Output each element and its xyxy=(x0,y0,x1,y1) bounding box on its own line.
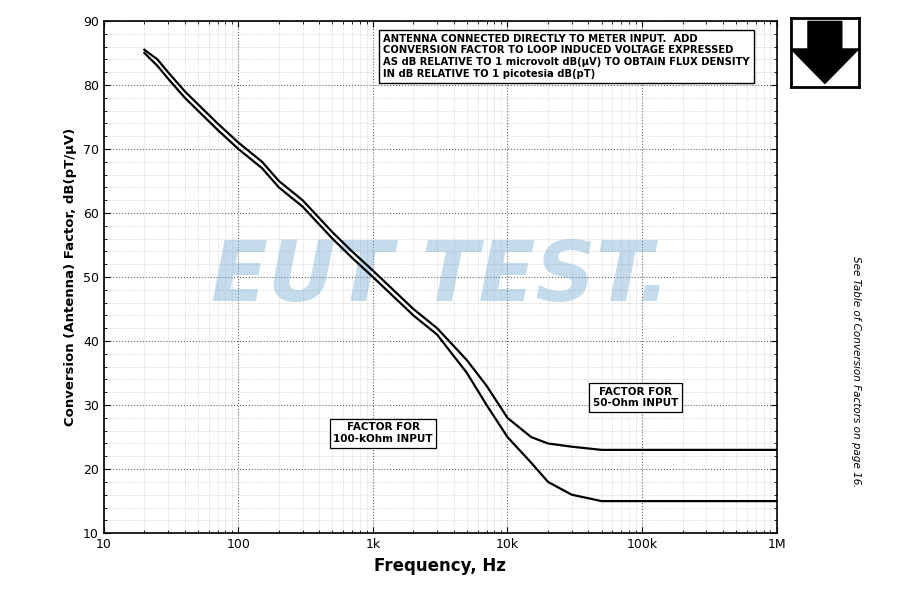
Text: FACTOR FOR
100-kOhm INPUT: FACTOR FOR 100-kOhm INPUT xyxy=(333,422,432,444)
Polygon shape xyxy=(790,22,858,83)
Text: ANTENNA CONNECTED DIRECTLY TO METER INPUT.  ADD
CONVERSION FACTOR TO LOOP INDUCE: ANTENNA CONNECTED DIRECTLY TO METER INPU… xyxy=(382,34,749,78)
Text: EUT TEST.: EUT TEST. xyxy=(210,237,669,317)
Text: See Table of Conversion Factors on page 16.: See Table of Conversion Factors on page … xyxy=(850,256,861,487)
Y-axis label: Conversion (Antenna) Factor, dB(pT/μV): Conversion (Antenna) Factor, dB(pT/μV) xyxy=(64,128,78,426)
X-axis label: Frequency, Hz: Frequency, Hz xyxy=(373,556,506,574)
Text: FACTOR FOR
50-Ohm INPUT: FACTOR FOR 50-Ohm INPUT xyxy=(592,386,677,408)
